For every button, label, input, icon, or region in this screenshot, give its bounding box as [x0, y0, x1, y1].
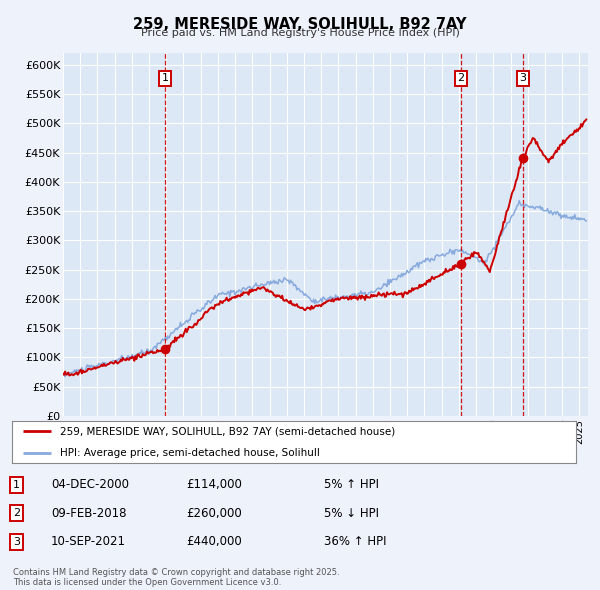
Text: Price paid vs. HM Land Registry's House Price Index (HPI): Price paid vs. HM Land Registry's House … [140, 28, 460, 38]
Text: 2: 2 [13, 509, 20, 518]
Text: 259, MERESIDE WAY, SOLIHULL, B92 7AY: 259, MERESIDE WAY, SOLIHULL, B92 7AY [133, 17, 467, 31]
Text: 5% ↑ HPI: 5% ↑ HPI [324, 478, 379, 491]
Text: 3: 3 [519, 74, 526, 84]
Text: £260,000: £260,000 [186, 507, 242, 520]
Text: 3: 3 [13, 537, 20, 546]
Text: 04-DEC-2000: 04-DEC-2000 [51, 478, 129, 491]
Text: 1: 1 [161, 74, 169, 84]
Text: £114,000: £114,000 [186, 478, 242, 491]
Text: £440,000: £440,000 [186, 535, 242, 548]
Text: HPI: Average price, semi-detached house, Solihull: HPI: Average price, semi-detached house,… [60, 448, 320, 457]
Text: 10-SEP-2021: 10-SEP-2021 [51, 535, 126, 548]
Text: 2: 2 [457, 74, 464, 84]
Text: Contains HM Land Registry data © Crown copyright and database right 2025.
This d: Contains HM Land Registry data © Crown c… [13, 568, 340, 587]
Text: 36% ↑ HPI: 36% ↑ HPI [324, 535, 386, 548]
Text: 259, MERESIDE WAY, SOLIHULL, B92 7AY (semi-detached house): 259, MERESIDE WAY, SOLIHULL, B92 7AY (se… [60, 427, 395, 436]
Text: 09-FEB-2018: 09-FEB-2018 [51, 507, 127, 520]
Text: 5% ↓ HPI: 5% ↓ HPI [324, 507, 379, 520]
Text: 1: 1 [13, 480, 20, 490]
